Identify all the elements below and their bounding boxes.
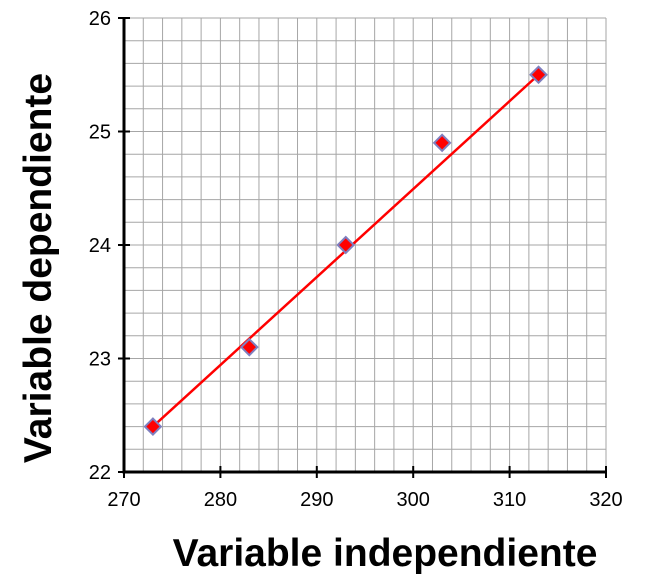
- x-tick-label: 300: [397, 489, 430, 511]
- tick-labels: 270 280 290 300 310 320 22 23 24 25 26: [89, 8, 623, 511]
- x-tick-label: 310: [493, 489, 526, 511]
- axes: [118, 17, 607, 478]
- data-point: [432, 133, 452, 153]
- data-point: [336, 235, 356, 255]
- grid: [124, 17, 607, 472]
- x-axis-title: Variable independiente: [173, 532, 598, 575]
- y-tick-label: 23: [89, 349, 111, 371]
- x-tick-label: 270: [107, 489, 140, 511]
- data-point: [239, 337, 259, 357]
- y-tick-label: 22: [89, 462, 111, 484]
- y-axis-title: Variable dependiente: [17, 73, 60, 463]
- y-tick-label: 26: [89, 8, 111, 30]
- x-tick-label: 290: [300, 489, 333, 511]
- y-tick-label: 25: [89, 122, 111, 144]
- data-point: [529, 65, 548, 85]
- y-tick-label: 24: [89, 235, 111, 257]
- data-series: [143, 65, 548, 437]
- x-tick-label: 320: [589, 489, 622, 511]
- x-tick-label: 280: [204, 489, 237, 511]
- data-point: [143, 417, 163, 437]
